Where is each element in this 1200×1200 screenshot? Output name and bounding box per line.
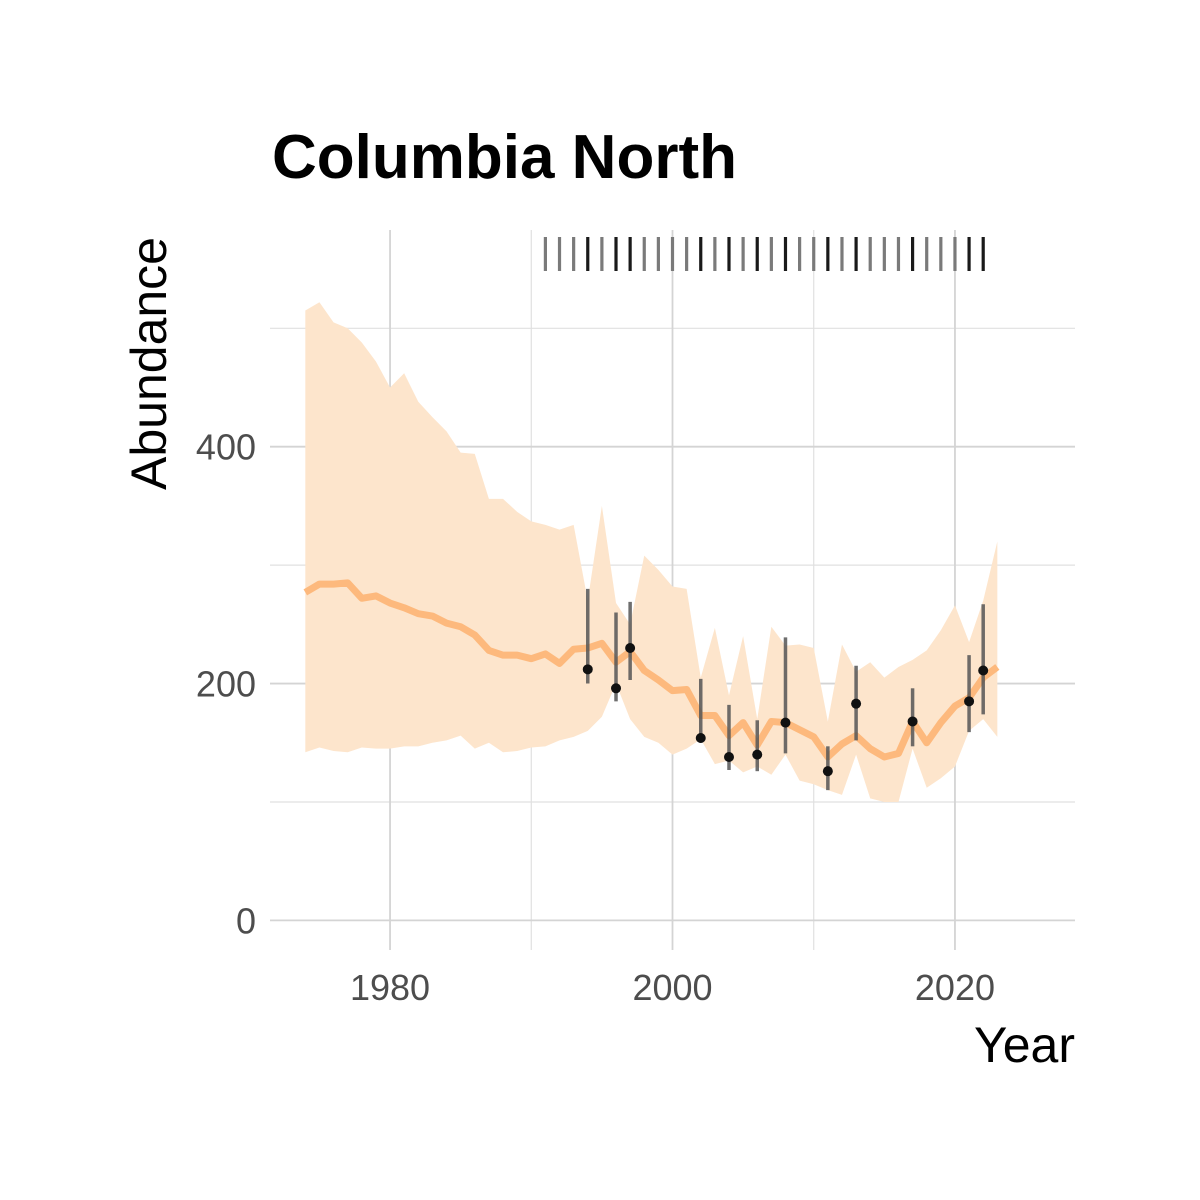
observation-point [752, 749, 763, 760]
x-tick-label: 2020 [915, 967, 995, 1008]
y-axis-title: Abundance [121, 237, 177, 490]
observation-point [851, 698, 862, 709]
y-tick-label: 0 [236, 900, 256, 941]
observation-point [723, 751, 734, 762]
observation-point [611, 683, 622, 694]
observation-point [625, 643, 636, 654]
observation-point [978, 665, 989, 676]
estimate-line [303, 579, 1000, 761]
observation-point [695, 733, 706, 744]
x-tick-label: 2000 [632, 967, 712, 1008]
confidence-band [305, 302, 998, 802]
observation-point [907, 716, 918, 727]
x-axis-title: Year [974, 1017, 1075, 1073]
y-tick-label: 400 [196, 427, 256, 468]
observation-point [822, 766, 833, 777]
observation-point [964, 696, 975, 707]
y-tick-label: 200 [196, 664, 256, 705]
chart-title: Columbia North [272, 123, 737, 192]
x-tick-label: 1980 [350, 967, 430, 1008]
observation-point [780, 717, 791, 728]
observation-point [582, 664, 593, 675]
